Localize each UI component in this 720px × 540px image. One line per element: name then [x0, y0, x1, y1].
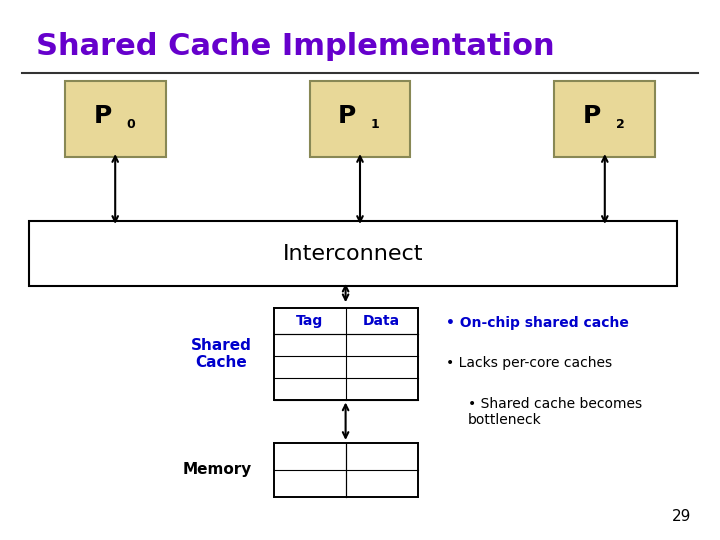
Text: Tag: Tag [296, 314, 323, 328]
Text: 2: 2 [616, 118, 624, 131]
FancyBboxPatch shape [554, 81, 655, 157]
Text: • Shared cache becomes
bottleneck: • Shared cache becomes bottleneck [468, 397, 642, 427]
Text: 1: 1 [371, 118, 379, 131]
FancyBboxPatch shape [310, 81, 410, 157]
FancyBboxPatch shape [29, 221, 677, 286]
Text: Memory: Memory [183, 462, 252, 477]
Text: 29: 29 [672, 509, 691, 524]
FancyBboxPatch shape [65, 81, 166, 157]
Text: A: A [305, 449, 315, 463]
Text: P: P [338, 104, 356, 128]
Text: P: P [94, 104, 112, 128]
Text: 0: 0 [377, 476, 386, 490]
Text: Interconnect: Interconnect [282, 244, 423, 264]
Text: B: B [305, 476, 315, 490]
Text: Data: Data [363, 314, 400, 328]
Bar [274, 443, 418, 497]
Text: 500: 500 [369, 449, 395, 463]
Text: Shared
Cache: Shared Cache [191, 338, 252, 370]
Bar [274, 308, 418, 400]
Text: P: P [583, 104, 601, 128]
Text: • On-chip shared cache: • On-chip shared cache [446, 316, 629, 330]
Text: • Lacks per-core caches: • Lacks per-core caches [446, 356, 613, 370]
Text: 0: 0 [126, 118, 135, 131]
Text: Shared Cache Implementation: Shared Cache Implementation [36, 32, 554, 62]
